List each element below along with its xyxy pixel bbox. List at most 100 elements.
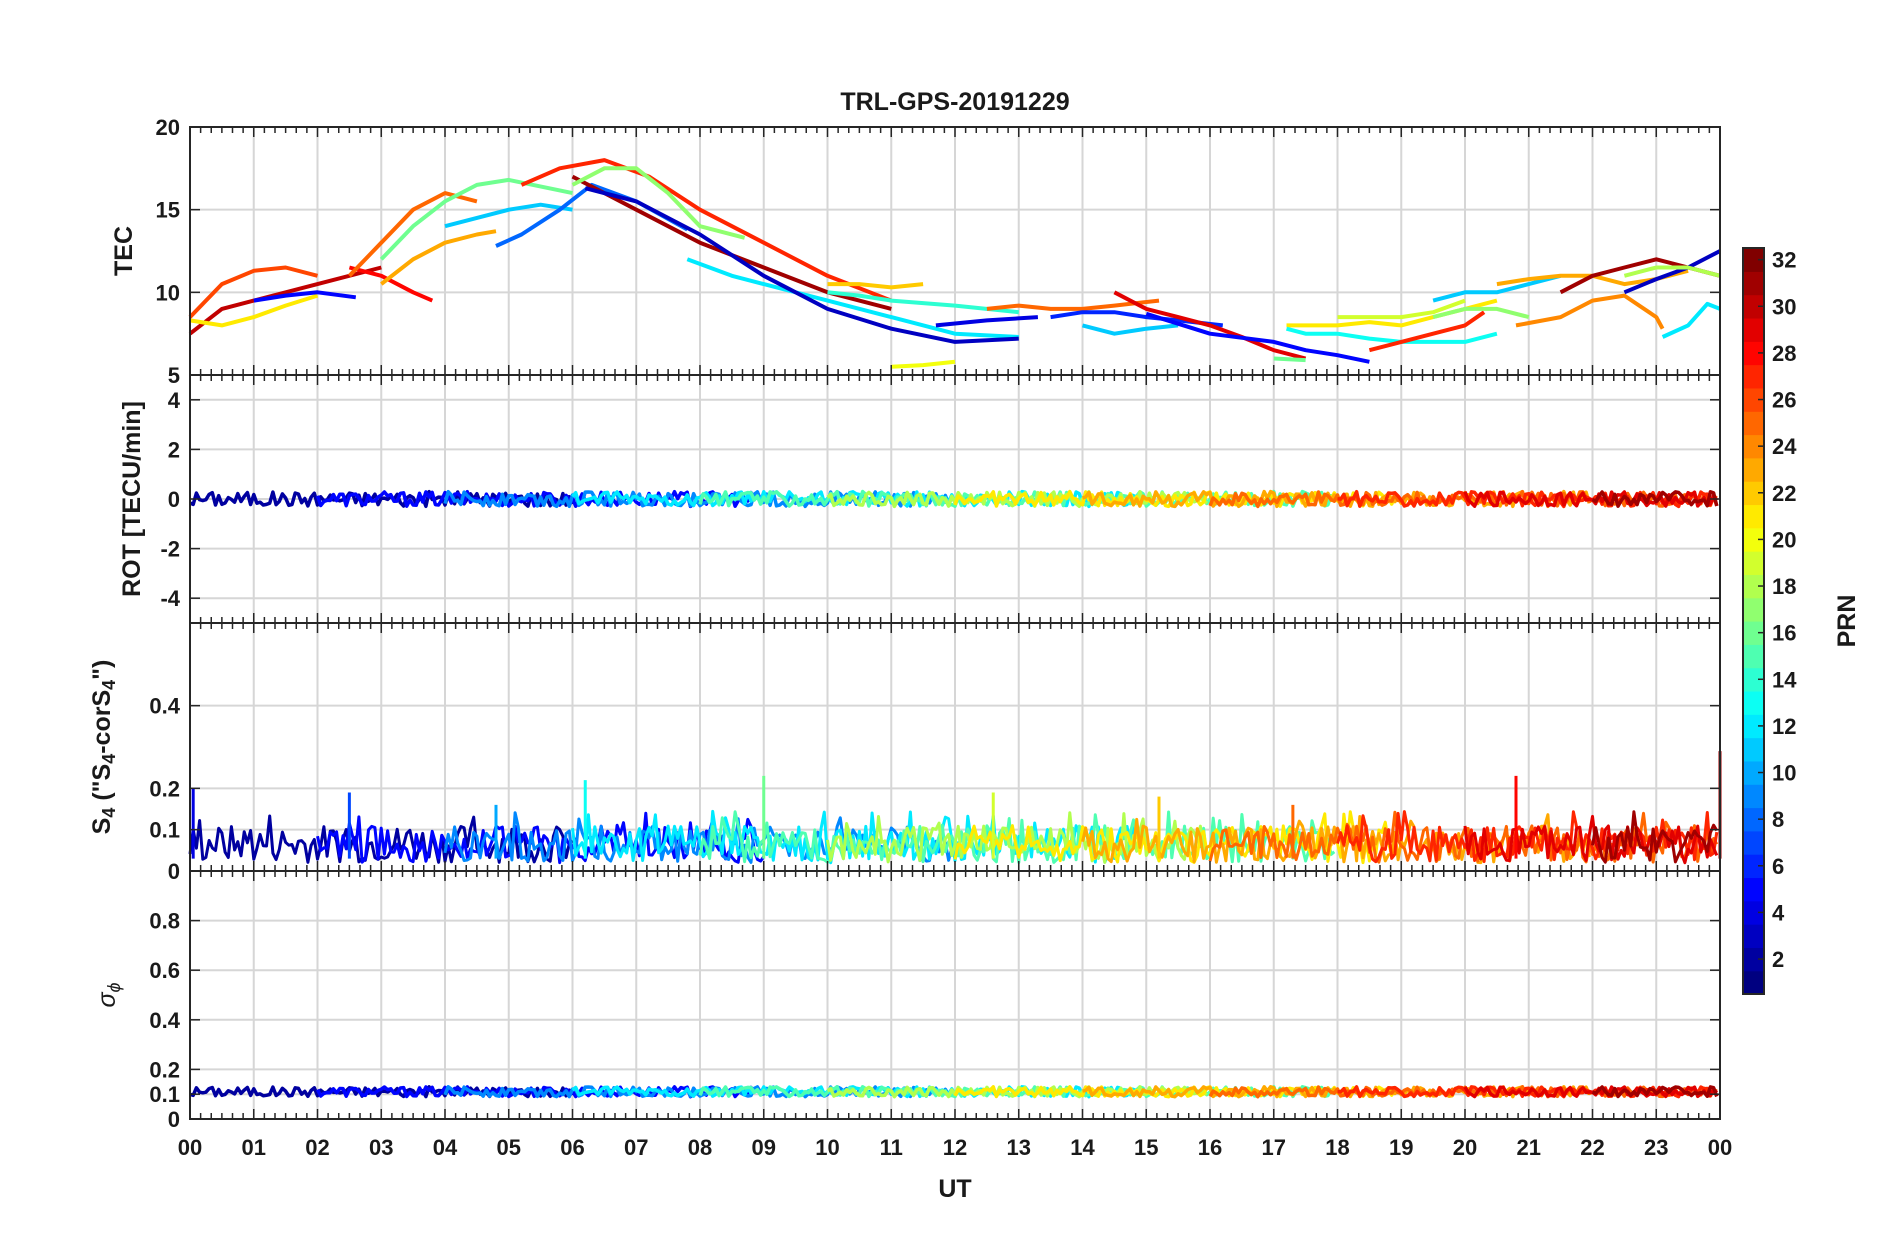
tec-ytick-label: 20 xyxy=(156,115,180,140)
x-tick-label: 06 xyxy=(560,1135,584,1160)
sigma-series xyxy=(189,1085,1719,1099)
rot-y-tick-labels: -4 -2 0 2 4 xyxy=(160,388,180,611)
colorbar-label: PRN xyxy=(1833,595,1861,648)
colorbar-block xyxy=(1743,854,1764,879)
colorbar-block xyxy=(1743,621,1764,645)
colorbar-block xyxy=(1743,947,1764,972)
x-tick-label: 07 xyxy=(624,1135,648,1160)
s4-trace-prn-2 xyxy=(188,814,574,864)
colorbar-block xyxy=(1743,644,1764,669)
sigma-ytick-label: 0.6 xyxy=(149,958,180,983)
colorbar-block xyxy=(1743,457,1764,482)
x-tick-label: 14 xyxy=(1070,1135,1095,1160)
rot-ytick-label: 4 xyxy=(168,388,181,413)
colorbar-tick-label: 2 xyxy=(1772,947,1784,972)
s4-panel: 00.10.20.4 S4 ("S4-corS4") xyxy=(88,622,1722,884)
colorbar-block xyxy=(1743,294,1764,319)
s4-y-tick-labels: 0 0.1 0.2 0.4 xyxy=(149,694,180,884)
tec-trace-prn-27 xyxy=(1368,310,1486,353)
colorbar-tick-label: 20 xyxy=(1772,527,1796,552)
x-tick-label: 21 xyxy=(1517,1135,1541,1160)
tec-trace-prn-11 xyxy=(1081,323,1179,336)
tec-ylabel: TEC xyxy=(110,226,138,276)
x-tick-label: 18 xyxy=(1325,1135,1349,1160)
sigma-trace-prn-29 xyxy=(1463,1085,1719,1099)
tec-trace-prn-25 xyxy=(986,298,1160,311)
colorbar-block xyxy=(1743,667,1764,692)
tec-trace-prn-14 xyxy=(827,290,1020,315)
colorbar-block xyxy=(1743,760,1764,785)
colorbar-block xyxy=(1743,434,1764,459)
x-tick-label: 00 xyxy=(1708,1135,1732,1160)
colorbar-block xyxy=(1743,574,1764,599)
tec-trace-prn-11 xyxy=(444,202,573,229)
x-tick-label: 19 xyxy=(1389,1135,1413,1160)
colorbar-block xyxy=(1743,924,1764,948)
tec-trace-prn-12 xyxy=(1661,301,1721,339)
colorbar-tick-label: 32 xyxy=(1772,248,1796,273)
colorbar-frame xyxy=(1742,247,1765,995)
tec-trace-prn-11 xyxy=(1432,273,1562,303)
tec-trace-prn-5 xyxy=(253,290,357,303)
tec-trace-prn-18 xyxy=(1623,265,1721,278)
colorbar-tick-label: 26 xyxy=(1772,388,1796,413)
colorbar-block xyxy=(1743,807,1764,832)
s4-series xyxy=(188,751,1722,865)
tec-ytick-label: 5 xyxy=(168,363,180,388)
colorbar-block xyxy=(1743,900,1764,925)
sigma-ytick-label: 0.2 xyxy=(149,1057,180,1082)
colorbar-tick-label: 4 xyxy=(1772,900,1785,925)
colorbar-block xyxy=(1743,877,1764,902)
sigma-ylabel: σϕ xyxy=(93,982,124,1007)
rot-ytick-label: 0 xyxy=(168,487,180,512)
s4-trace-prn-27 xyxy=(1336,810,1719,864)
colorbar-block xyxy=(1743,317,1764,342)
colorbar-block xyxy=(1743,970,1764,995)
rot-ylabel: ROT [TECU/min] xyxy=(118,401,146,597)
tec-series xyxy=(188,158,1721,369)
sigma-axes-box xyxy=(189,870,1721,1120)
rot-trace-prn-29 xyxy=(1463,490,1719,508)
x-tick-label: 09 xyxy=(752,1135,776,1160)
colorbar-block xyxy=(1743,504,1764,529)
x-tick-label: 22 xyxy=(1580,1135,1604,1160)
colorbar-tick-label: 14 xyxy=(1772,667,1797,692)
s4-ylabel-paren-sub: 4 xyxy=(99,754,119,764)
x-tick-label: 00 xyxy=(178,1135,202,1160)
s4-ytick-label: 0.1 xyxy=(149,818,180,843)
x-tick-label: 05 xyxy=(497,1135,521,1160)
sigma-gridlines xyxy=(190,871,1720,1119)
x-tick-label: 20 xyxy=(1453,1135,1477,1160)
x-tick-label: 16 xyxy=(1198,1135,1222,1160)
x-tick-label: 02 xyxy=(305,1135,329,1160)
colorbar-block xyxy=(1743,737,1764,762)
sigma-ylabel-main: σ xyxy=(93,992,121,1008)
s4-ylabel-paren-sub2: 4 xyxy=(99,680,119,690)
colorbar-block xyxy=(1743,551,1764,575)
colorbar-block xyxy=(1743,830,1764,855)
tec-trace-prn-19 xyxy=(1337,298,1466,320)
colorbar-block xyxy=(1743,341,1764,366)
colorbar-tick-label: 28 xyxy=(1772,341,1796,366)
sigma-ytick-label: 0.1 xyxy=(149,1082,180,1107)
tec-trace-prn-5 xyxy=(1145,311,1370,364)
tec-trace-prn-17 xyxy=(1432,306,1530,320)
s4-ylabel-paren-close: ") xyxy=(88,660,116,680)
sigma-ytick-label: 0 xyxy=(168,1107,180,1132)
x-tick-label: 03 xyxy=(369,1135,393,1160)
rot-panel: -4 -2 0 2 4 ROT [TECU/min] xyxy=(118,374,1721,624)
colorbar-tick-label: 6 xyxy=(1772,854,1784,879)
x-tick-labels: 00 01 02 03 04 05 06 07 08 09 10 11 12 13 14 15 16 17 18 19… xyxy=(178,1135,1732,1160)
x-tick-label: 08 xyxy=(688,1135,712,1160)
tec-trace-prn-21 xyxy=(189,293,319,328)
chart-title: TRL-GPS-20191229 xyxy=(840,88,1069,116)
colorbar-tick-label: 8 xyxy=(1772,807,1784,832)
s4-ylabel: S4 ("S4-corS4") xyxy=(88,660,119,835)
colorbar-block xyxy=(1743,481,1764,506)
x-tick-label: 17 xyxy=(1262,1135,1286,1160)
colorbar-block xyxy=(1743,597,1764,622)
colorbar-block xyxy=(1743,248,1764,272)
s4-ylabel-sub: 4 xyxy=(99,808,119,818)
x-tick-label: 04 xyxy=(433,1135,458,1160)
